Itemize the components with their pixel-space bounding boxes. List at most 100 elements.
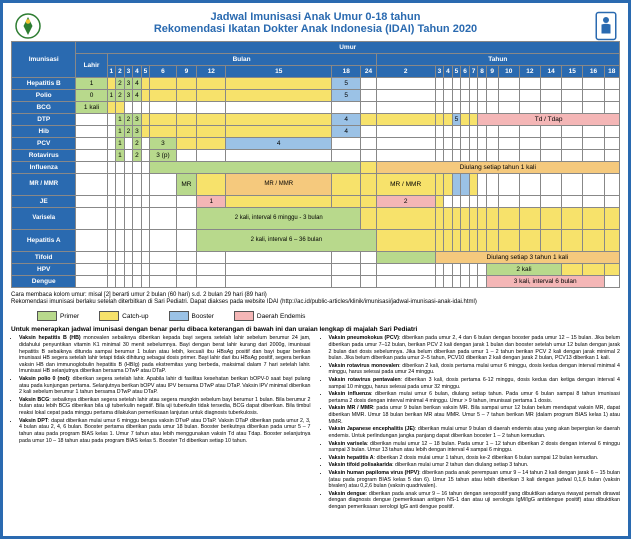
col-t12: 12 bbox=[519, 66, 540, 78]
hepb-3: 3 bbox=[124, 78, 133, 90]
hib-2: 1 bbox=[116, 126, 125, 138]
hib-4: 3 bbox=[133, 126, 142, 138]
row-tifoid: Tifoid Diulang setiap 3 tahun 1 kali bbox=[12, 252, 620, 264]
col-t6: 6 bbox=[461, 66, 470, 78]
tifoid-label: Tifoid bbox=[12, 252, 76, 264]
idai-logo bbox=[13, 11, 43, 41]
col-b1: 1 bbox=[107, 66, 116, 78]
child-icon bbox=[594, 11, 618, 41]
mmr-9: MR bbox=[176, 174, 196, 196]
hpv-label: HPV bbox=[12, 264, 76, 276]
legend-endemis-swatch bbox=[234, 311, 254, 321]
col-b2: 2 bbox=[116, 66, 125, 78]
legend-primer: Primer bbox=[37, 311, 79, 321]
hepb-label: Hepatitis B bbox=[12, 78, 76, 90]
legend-catchup: Catch-up bbox=[99, 311, 148, 321]
legend-catchup-label: Catch-up bbox=[122, 313, 148, 320]
hepa-text: 2 kali, interval 6 – 36 bulan bbox=[197, 230, 376, 252]
note-item: Vaksin tifoid polisakarida: diberikan mu… bbox=[329, 462, 621, 469]
row-bcg: BCG 1 kali bbox=[12, 102, 620, 114]
hib-label: Hib bbox=[12, 126, 76, 138]
col-t10: 10 bbox=[498, 66, 519, 78]
varisela-text: 2 kali, interval 6 minggu - 3 bulan bbox=[197, 208, 361, 230]
dtp-td: Td / Tdap bbox=[478, 114, 620, 126]
col-b9: 9 bbox=[176, 66, 196, 78]
polio-2: 2 bbox=[116, 90, 125, 102]
dtp-t5: 5 bbox=[452, 114, 461, 126]
col-t5: 5 bbox=[452, 66, 461, 78]
hepb-2: 2 bbox=[116, 78, 125, 90]
col-t8: 8 bbox=[478, 66, 487, 78]
note-item: Vaksin varisela: diberikan mulai umur 12… bbox=[329, 441, 621, 454]
col-t15: 15 bbox=[562, 66, 583, 78]
polio-0: 0 bbox=[76, 90, 107, 102]
note-item: Vaksin MR / MMR: pada umur 9 bulan berik… bbox=[329, 405, 621, 425]
row-rota: Rotavirus 1 2 3 (p) bbox=[12, 150, 620, 162]
col-b5: 5 bbox=[141, 66, 150, 78]
notes-col-left: Vaksin hepatitis B (HB) monovalen sebaik… bbox=[11, 335, 311, 511]
note-line2: Rekomendasi imunisasi berlaku setelah di… bbox=[11, 299, 620, 306]
hepb-18: 5 bbox=[332, 78, 361, 90]
col-t9: 9 bbox=[486, 66, 498, 78]
hepa-label: Hepatitis A bbox=[12, 230, 76, 252]
rota-4: 2 bbox=[133, 150, 142, 162]
note-item: Vaksin dengue: diberikan pada anak umur … bbox=[329, 491, 621, 511]
col-b18: 18 bbox=[332, 66, 361, 78]
dtp-label: DTP bbox=[12, 114, 76, 126]
tifoid-ulang: Diulang setiap 3 tahun 1 kali bbox=[435, 252, 619, 264]
note-item: Vaksin DPT: dapat diberikan mulai umur 6… bbox=[19, 418, 311, 444]
row-hib: Hib 1 2 3 4 bbox=[12, 126, 620, 138]
col-b15: 15 bbox=[226, 66, 332, 78]
note-item: Vaksin hepatitis A: diberikan 2 dosis mu… bbox=[329, 455, 621, 462]
notes-top: Cara membaca kolom umur: misal [2] berar… bbox=[11, 292, 620, 306]
col-b24: 24 bbox=[361, 66, 376, 78]
row-mmr: MR / MMR MR MR / MMR MR / MMR bbox=[12, 174, 620, 196]
legend-catchup-swatch bbox=[99, 311, 119, 321]
note-item: Vaksin hepatitis B (HB) monovalen sebaik… bbox=[19, 335, 311, 375]
col-b4: 4 bbox=[133, 66, 142, 78]
legend-booster-swatch bbox=[169, 311, 189, 321]
dtp-18: 4 bbox=[332, 114, 361, 126]
hepb-4: 4 bbox=[133, 78, 142, 90]
pcv-2: 1 bbox=[116, 138, 125, 150]
legend-primer-swatch bbox=[37, 311, 57, 321]
th-imunisasi: Imunisasi bbox=[12, 42, 76, 78]
bcg-lahir: 1 kali bbox=[76, 102, 107, 114]
vaccine-notes: Vaksin hepatitis B (HB) monovalen sebaik… bbox=[11, 335, 620, 511]
title-line2: Rekomendasi Ikatan Dokter Anak Indonesia… bbox=[154, 23, 477, 35]
note-item: Vaksin polio 0 (nol): diberikan segera s… bbox=[19, 376, 311, 396]
col-b12: 12 bbox=[197, 66, 226, 78]
th-tahun: Tahun bbox=[376, 54, 619, 66]
notes-subtitle: Untuk menerapkan jadwal imunisasi dengan… bbox=[11, 326, 620, 333]
mmr-t2: MR / MMR bbox=[376, 174, 435, 196]
rota-label: Rotavirus bbox=[12, 150, 76, 162]
note-item: Vaksin pneumokokus (PCV): diberikan pada… bbox=[329, 335, 621, 361]
legend-endemis: Daerah Endemis bbox=[234, 311, 305, 321]
dtp-4: 3 bbox=[133, 114, 142, 126]
legend-booster: Booster bbox=[169, 311, 214, 321]
rota-2: 1 bbox=[116, 150, 125, 162]
col-t4: 4 bbox=[444, 66, 453, 78]
header: Jadwal Imunisasi Anak Umur 0-18 tahun Re… bbox=[11, 11, 620, 35]
mmr-label: MR / MMR bbox=[12, 174, 76, 196]
row-dtp: DTP 1 2 3 4 5 Td / Tdap bbox=[12, 114, 620, 126]
row-dengue: Dengue 3 kali, interval 6 bulan bbox=[12, 276, 620, 288]
col-t16: 16 bbox=[583, 66, 604, 78]
mmr-15: MR / MMR bbox=[226, 174, 332, 196]
rota-6: 3 (p) bbox=[150, 150, 177, 162]
note-item: Vaksin rotavirus monovalen: diberikan 2 … bbox=[329, 363, 621, 376]
hpv-text: 2 kali bbox=[486, 264, 561, 276]
row-je: JE 1 2 bbox=[12, 196, 620, 208]
row-hpv: HPV 2 kali bbox=[12, 264, 620, 276]
row-flu: Influenza Diulang setiap tahun 1 kali bbox=[12, 162, 620, 174]
col-b6: 6 bbox=[150, 66, 177, 78]
note-item: Vaksin human papiloma virus (HPV): diber… bbox=[329, 470, 621, 490]
pcv-15: 4 bbox=[226, 138, 332, 150]
legend-primer-label: Primer bbox=[60, 313, 79, 320]
note-line1: Cara membaca kolom umur: misal [2] berar… bbox=[11, 292, 620, 299]
dengue-text: 3 kali, interval 6 bulan bbox=[486, 276, 604, 288]
polio-18: 5 bbox=[332, 90, 361, 102]
flu-label: Influenza bbox=[12, 162, 76, 174]
col-t7: 7 bbox=[469, 66, 478, 78]
pcv-4: 2 bbox=[133, 138, 142, 150]
